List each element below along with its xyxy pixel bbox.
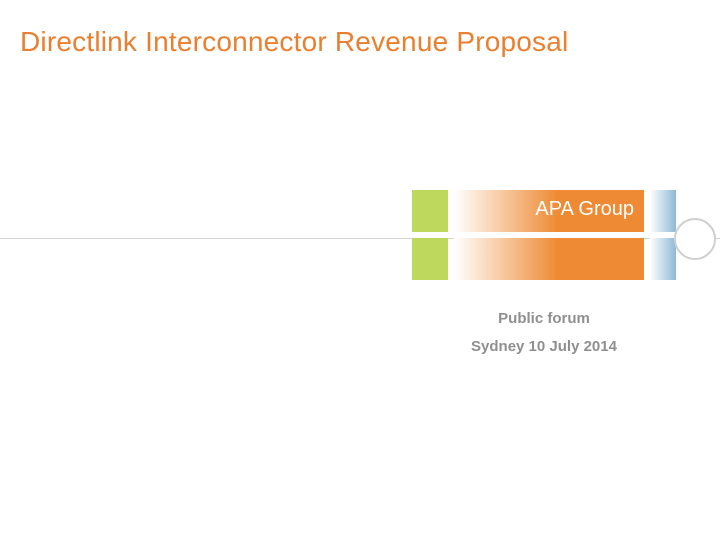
logo-blue-block-bottom — [650, 238, 676, 280]
slide: Directlink Interconnector Revenue Propos… — [0, 0, 720, 540]
logo-orange-gradient-bottom — [454, 238, 644, 280]
logo-row-bottom — [412, 238, 676, 280]
logo-row-top: APA Group — [412, 190, 676, 232]
logo-circle-icon — [674, 218, 716, 260]
logo-block: APA Group — [412, 190, 676, 286]
logo-green-square-bottom — [412, 238, 448, 280]
logo-brand-text: APA Group — [535, 198, 634, 221]
logo-orange-gradient-top: APA Group — [454, 190, 644, 232]
logo-blue-block-top — [650, 190, 676, 232]
subtitle-line-1: Public forum — [412, 310, 676, 327]
logo-green-square-top — [412, 190, 448, 232]
subtitle-line-2: Sydney 10 July 2014 — [412, 338, 676, 355]
slide-title: Directlink Interconnector Revenue Propos… — [20, 26, 568, 58]
